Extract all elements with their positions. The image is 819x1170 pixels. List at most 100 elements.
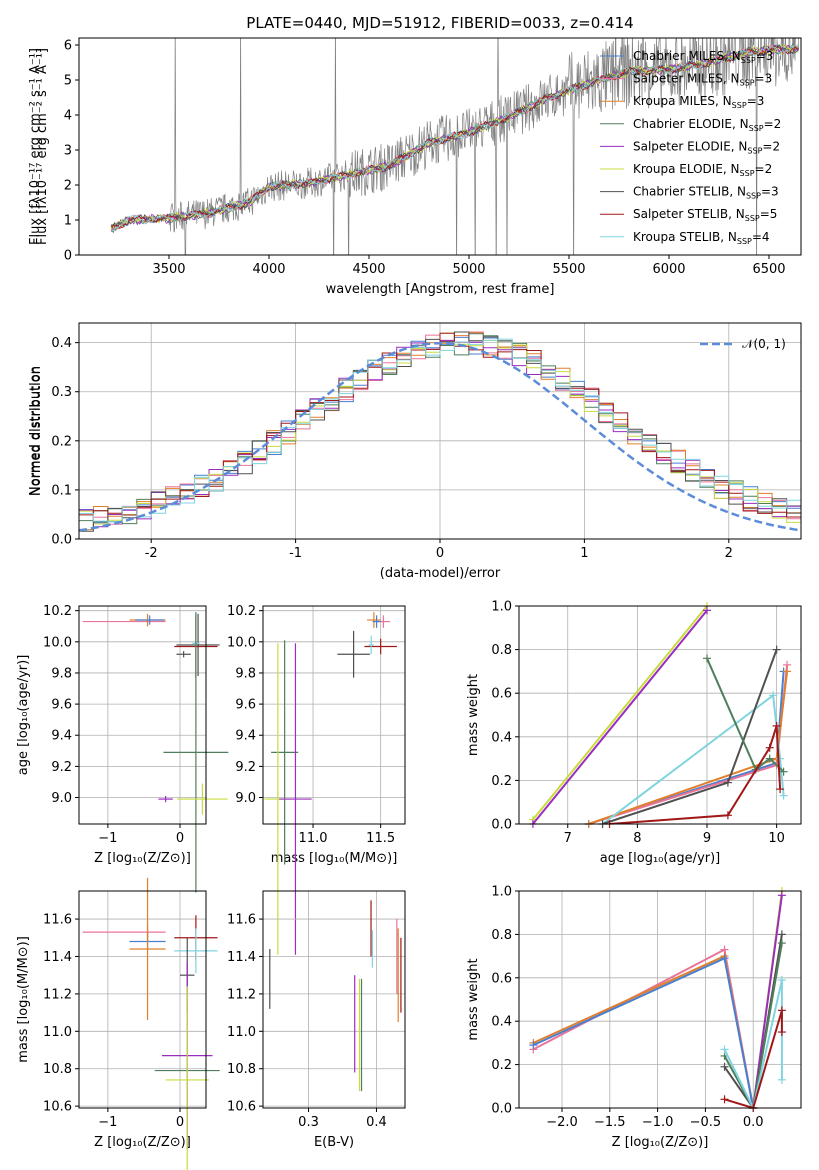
x-tick-label: 4000 [252, 262, 285, 277]
y-tick-label: 9.4 [235, 729, 256, 744]
legend-label-rest: =3 [755, 72, 773, 86]
residual-histogram-step [79, 331, 801, 532]
y-tick-label: 1.0 [491, 600, 512, 615]
y-tick-label: 11.6 [43, 913, 72, 928]
y-tick-label: 10.2 [227, 604, 256, 619]
plot-frame [78, 605, 207, 825]
spectrum-axes: 3500 4000 4500 5000 5500 6000 6500 0 1 2 3 4 5 6 wavel… [28, 39, 786, 298]
plot-frame [78, 322, 802, 540]
x-tick-label: 3500 [152, 262, 185, 277]
mass-weight-line [532, 606, 708, 821]
mass-weight-line [724, 1010, 783, 1108]
y-tick-label: 2 [64, 179, 72, 194]
y-tick-label: 0.8 [491, 643, 512, 658]
x-tick-label: 11.0 [299, 831, 328, 846]
y-tick-label: 9.6 [235, 698, 256, 713]
observed-spectrum-line [110, 38, 799, 255]
x-tick-label: 2 [725, 546, 733, 561]
mass-weight-line [752, 895, 783, 1108]
x-tick-label: 1 [580, 546, 588, 561]
legend-label: Chabrier STELIB, NSSP=3 [633, 185, 779, 201]
legend-subscript: SSP [740, 79, 755, 88]
x-tick-label: -1 [289, 546, 302, 561]
legend-subscript: SSP [737, 237, 752, 246]
legend-label-rest: =3 [747, 94, 765, 108]
x-tick-label: −0.5 [690, 1115, 722, 1130]
x-tick-label: −1 [98, 1115, 117, 1130]
model-spectrum-line [110, 44, 799, 227]
x-axis-label: Z [log₁₀(Z/Z⊙)] [612, 1135, 709, 1150]
legend-label: 𝒩(0, 1) [742, 337, 786, 351]
y-tick-label: 10.0 [43, 635, 72, 650]
legend-subscript: SSP [747, 146, 762, 155]
legend-subscript: SSP [740, 169, 755, 178]
legend-label: Kroupa MILES, NSSP=3 [633, 94, 764, 110]
legend-label: Kroupa STELIB, NSSP=4 [633, 230, 770, 246]
legend-subscript: SSP [749, 124, 764, 133]
x-tick-label: 0.3 [298, 1115, 319, 1130]
x-tick-label: 6500 [752, 262, 785, 277]
y-tick-label: 10.0 [227, 635, 256, 650]
normal-distribution-curve [78, 341, 802, 532]
x-tick-label: 9 [703, 831, 711, 846]
weight_vs_age-axes: 7 8 9 10 0.0 0.2 0.4 0.6 0.8 1.0 age [log₁₀(age/yr… [466, 600, 801, 866]
y-tick-label: 9.8 [51, 666, 72, 681]
mass_vs_ebv-axes: 0.3 0.4 10.6 10.8 11.0 11.2 11.4 11.6 E(B-V) [227, 891, 405, 1150]
y-tick-label: 9.4 [51, 729, 72, 744]
residual-histogram-step [79, 332, 801, 526]
y-tick-label: 0.0 [51, 533, 72, 548]
y-axis-label: mass [log₁₀(M/M⊙)] [16, 936, 31, 1063]
x-tick-label: -2 [145, 546, 158, 561]
plot-frame [262, 605, 406, 825]
residual-histogram-step [79, 332, 801, 531]
model-spectrum-line [110, 44, 799, 232]
y-tick-label: 9.2 [51, 760, 72, 775]
y-tick-label: 10.8 [227, 1062, 256, 1077]
y-tick-label: 10.6 [43, 1100, 72, 1115]
residual-histogram-step [79, 331, 801, 525]
y-tick-label: 10.8 [43, 1062, 72, 1077]
y-tick-label: 0.3 [51, 385, 72, 400]
legend-label-rest: =2 [755, 162, 773, 176]
x-tick-label: 11.5 [366, 831, 395, 846]
weight_vs_Z-axes: −2.0 −1.5 −1.0 −0.5 0.0 0.0 0.2 0.4 0.6 0.8 1.0 Z [… [466, 885, 801, 1150]
x-tick-label: 6000 [652, 262, 685, 277]
y-tick-label: 11.4 [43, 950, 72, 965]
y-axis-label: Normed distribution [28, 366, 43, 496]
x-tick-label: 0 [176, 831, 184, 846]
y-tick-label: 0.2 [51, 434, 72, 449]
mass-weight-line [532, 609, 708, 824]
y-tick-label: 11.0 [227, 1025, 256, 1040]
y-axis-label: Flux [fλ10⁻¹⁷ erg cm⁻² s⁻¹ A⁻¹] [35, 48, 50, 245]
chart-title: PLATE=0440, MJD=51912, FIBERID=0033, z=0… [246, 14, 633, 32]
x-tick-label: 0 [176, 1115, 184, 1130]
legend-label-rest: =5 [760, 207, 778, 221]
x-tick-label: 5500 [552, 262, 585, 277]
legend-subscript: SSP [746, 192, 761, 201]
residuals-axes: -2 -1 0 1 2 0.0 0.1 0.2 0.3 0.4 (data-model)/error… [28, 323, 801, 581]
y-tick-label: 9.0 [51, 791, 72, 806]
x-tick-label: 10 [768, 831, 785, 846]
mass-weight-line [588, 664, 789, 824]
mass-weight-line [723, 942, 783, 1108]
plot-frame [518, 605, 802, 825]
x-axis-label: (data-model)/error [380, 566, 501, 581]
plot-frame [78, 890, 207, 1109]
y-tick-label: 0.1 [51, 483, 72, 498]
plot-frame [262, 890, 406, 1109]
x-tick-label: 0 [436, 546, 444, 561]
x-axis-label: wavelength [Angstrom, rest frame] [326, 282, 555, 297]
y-tick-label: 9.0 [235, 791, 256, 806]
y-tick-label: 0.8 [491, 928, 512, 943]
legend-label: Kroupa ELODIE, NSSP=2 [633, 162, 772, 178]
x-tick-label: −1 [98, 831, 117, 846]
x-tick-label: 5000 [452, 262, 485, 277]
mass-weight-line [706, 657, 785, 773]
x-axis-label: Z [log₁₀(Z/Z⊙)] [94, 1135, 191, 1150]
residual-histogram-step [79, 333, 801, 525]
y-tick-label: 11.2 [227, 987, 256, 1002]
legend-subscript: SSP [741, 56, 756, 65]
y-tick-label: 0.4 [491, 1015, 512, 1030]
y-tick-label: 9.2 [235, 760, 256, 775]
